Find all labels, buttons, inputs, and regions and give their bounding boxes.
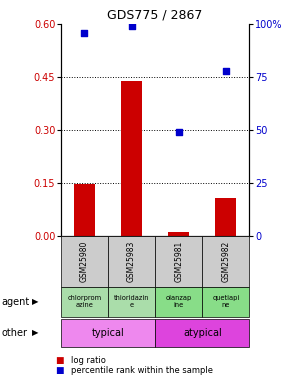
Title: GDS775 / 2867: GDS775 / 2867	[108, 9, 203, 22]
Text: log ratio: log ratio	[71, 356, 106, 365]
Text: quetiapi
ne: quetiapi ne	[212, 296, 240, 308]
Bar	[202, 236, 249, 287]
Text: ▶: ▶	[32, 297, 38, 306]
Text: GSM25980: GSM25980	[80, 241, 89, 282]
Text: ▶: ▶	[32, 328, 38, 338]
Bar	[61, 236, 108, 287]
Bar	[155, 236, 202, 287]
Text: olanzap
ine: olanzap ine	[166, 296, 192, 308]
Bar	[108, 287, 155, 317]
Bar	[61, 319, 155, 347]
Bar	[215, 198, 236, 236]
Text: ■: ■	[55, 366, 64, 375]
Point	[176, 129, 181, 135]
Point	[224, 68, 228, 74]
Bar	[121, 81, 142, 236]
Text: thioridazin
e: thioridazin e	[114, 296, 149, 308]
Text: atypical: atypical	[183, 328, 222, 338]
Text: percentile rank within the sample: percentile rank within the sample	[71, 366, 213, 375]
Text: GSM25982: GSM25982	[221, 241, 230, 282]
Text: ■: ■	[55, 356, 64, 365]
Bar	[155, 319, 249, 347]
Bar	[202, 287, 249, 317]
Bar	[155, 287, 202, 317]
Text: chlorprom
azine: chlorprom azine	[67, 296, 102, 308]
Bar	[74, 184, 95, 236]
Text: GSM25981: GSM25981	[174, 241, 183, 282]
Bar	[61, 287, 108, 317]
Text: typical: typical	[92, 328, 124, 338]
Text: other: other	[1, 328, 28, 338]
Bar	[108, 236, 155, 287]
Text: agent: agent	[1, 297, 30, 307]
Point	[82, 30, 87, 36]
Bar	[168, 232, 189, 236]
Text: GSM25983: GSM25983	[127, 241, 136, 282]
Point	[129, 24, 134, 30]
